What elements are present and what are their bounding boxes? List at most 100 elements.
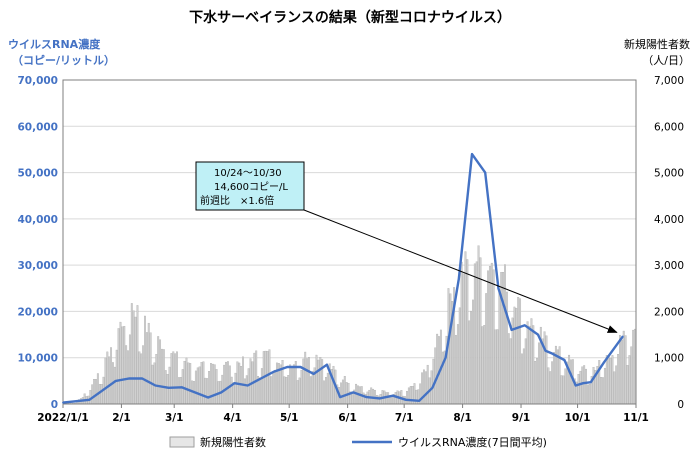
legend-line-label: ウイルスRNA濃度(7日間平均) bbox=[398, 435, 547, 449]
rna-concentration-point bbox=[378, 397, 381, 400]
annotation-period: 10/24～10/30 bbox=[214, 168, 282, 179]
right-axis-tick-label: 5,000 bbox=[654, 168, 684, 180]
rna-concentration-point bbox=[154, 384, 157, 387]
positive-cases-bar bbox=[253, 352, 256, 405]
positive-cases-bar bbox=[462, 273, 465, 405]
positive-cases-bar bbox=[513, 306, 516, 405]
right-axis-tick-label: 3,000 bbox=[654, 260, 684, 272]
positive-cases-bar bbox=[249, 358, 252, 405]
positive-cases-bar bbox=[147, 322, 150, 405]
positive-cases-bar bbox=[477, 245, 480, 405]
positive-cases-bar bbox=[125, 345, 128, 405]
positive-cases-bar bbox=[603, 367, 606, 405]
positive-cases-bar bbox=[321, 359, 324, 405]
positive-cases-bar bbox=[456, 324, 459, 405]
right-axis-tick-label: 1,000 bbox=[654, 353, 684, 365]
positive-cases-bar bbox=[605, 355, 608, 405]
positive-cases-bar bbox=[115, 349, 118, 405]
positive-cases-bar bbox=[524, 338, 527, 405]
positive-cases-bar bbox=[104, 357, 107, 405]
right-axis-tick-label: 2,000 bbox=[654, 306, 684, 318]
annotation-ratio: 前週比 ×1.6倍 bbox=[200, 194, 274, 207]
annotation-box bbox=[195, 161, 305, 211]
left-axis-ticks: 0 10,000 20,000 30,000 40,000 50,000 60,000 70,… bbox=[17, 75, 58, 411]
positive-cases-bar bbox=[585, 368, 587, 405]
positive-cases-bar bbox=[624, 335, 627, 405]
positive-cases-bar bbox=[142, 345, 145, 405]
x-axis-tick-label: 2022/1/1 bbox=[37, 412, 89, 424]
positive-cases-bar bbox=[315, 354, 318, 405]
positive-cases-bar bbox=[390, 396, 393, 405]
positive-cases-bar bbox=[509, 338, 512, 405]
positive-cases-bar bbox=[255, 350, 258, 405]
rna-concentration-point bbox=[325, 363, 328, 366]
positive-cases-bar bbox=[343, 376, 346, 405]
rna-concentration-point bbox=[273, 370, 276, 373]
positive-cases-bar bbox=[507, 333, 510, 405]
positive-cases-bar bbox=[194, 370, 197, 405]
positive-cases-bar bbox=[134, 316, 137, 405]
positive-cases-bar bbox=[619, 334, 621, 405]
rna-concentration-point bbox=[582, 382, 585, 385]
positive-cases-bar bbox=[89, 390, 92, 405]
positive-cases-bar bbox=[292, 364, 295, 405]
positive-cases-bar bbox=[172, 351, 175, 405]
positive-cases-bar bbox=[415, 389, 418, 405]
rna-concentration-point bbox=[418, 399, 421, 402]
x-axis-tick-label: 2/1 bbox=[112, 412, 130, 424]
rna-concentration-point bbox=[457, 278, 460, 280]
positive-cases-bar bbox=[159, 339, 162, 405]
positive-cases-bar bbox=[617, 354, 620, 405]
positive-cases-bar bbox=[526, 321, 529, 405]
left-axis-tick-label: 70,000 bbox=[17, 75, 58, 87]
positive-cases-bar bbox=[155, 354, 158, 405]
rna-concentration-point bbox=[544, 349, 547, 352]
positive-cases-bar bbox=[136, 305, 139, 405]
positive-cases-bar bbox=[470, 310, 473, 405]
rna-concentration-point bbox=[88, 398, 91, 401]
rna-concentration-point bbox=[537, 333, 539, 336]
rna-concentration-point bbox=[510, 329, 513, 331]
rna-concentration-point bbox=[589, 381, 592, 384]
positive-cases-bar bbox=[206, 378, 209, 405]
positive-cases-bar bbox=[494, 329, 497, 405]
x-axis-tick-label: 9/1 bbox=[512, 412, 530, 424]
positive-cases-bar bbox=[626, 365, 629, 405]
positive-cases-bar bbox=[204, 377, 207, 405]
positive-cases-bar bbox=[324, 377, 327, 405]
x-axis-tick-label: 7/1 bbox=[395, 412, 413, 424]
positive-cases-bar bbox=[498, 291, 501, 405]
x-axis-ticks: 2022/1/1 2/1 3/1 4/1 5/1 6/1 7/1 8/1 9/1 10/1 11/1 bbox=[37, 404, 649, 424]
positive-cases-bar bbox=[291, 367, 293, 405]
positive-cases-bar bbox=[215, 369, 218, 405]
positive-cases-bar bbox=[436, 333, 439, 405]
positive-cases-bar bbox=[492, 269, 495, 405]
rna-concentration-point bbox=[312, 373, 315, 375]
positive-cases-bar bbox=[113, 366, 116, 405]
positive-cases-bar bbox=[449, 293, 452, 405]
right-axis-label-line2: （人/日） bbox=[642, 54, 690, 67]
positive-cases-bar bbox=[283, 376, 286, 405]
positive-cases-bar bbox=[162, 349, 165, 405]
positive-cases-bar bbox=[545, 335, 548, 405]
positive-cases-bar bbox=[108, 356, 111, 405]
positive-cases-bar bbox=[275, 362, 278, 405]
positive-cases-bar bbox=[504, 264, 506, 405]
positive-cases-bar bbox=[208, 371, 211, 405]
rna-concentration-point bbox=[484, 171, 487, 174]
left-axis-tick-label: 10,000 bbox=[17, 353, 58, 365]
positive-cases-bar bbox=[270, 376, 273, 405]
positive-cases-bar bbox=[632, 329, 635, 405]
positive-cases-bar bbox=[468, 320, 471, 405]
positive-cases-bar bbox=[340, 382, 342, 405]
x-axis-tick-label: 3/1 bbox=[165, 412, 183, 424]
rna-concentration-point bbox=[497, 287, 500, 290]
positive-cases-bar bbox=[234, 372, 237, 405]
right-axis-tick-label: 6,000 bbox=[654, 121, 684, 133]
positive-cases-bar bbox=[583, 365, 586, 405]
positive-cases-bar bbox=[272, 372, 275, 405]
rna-concentration-point bbox=[365, 396, 368, 398]
right-axis-tick-label: 7,000 bbox=[654, 75, 684, 87]
positive-cases-bar bbox=[123, 326, 126, 405]
